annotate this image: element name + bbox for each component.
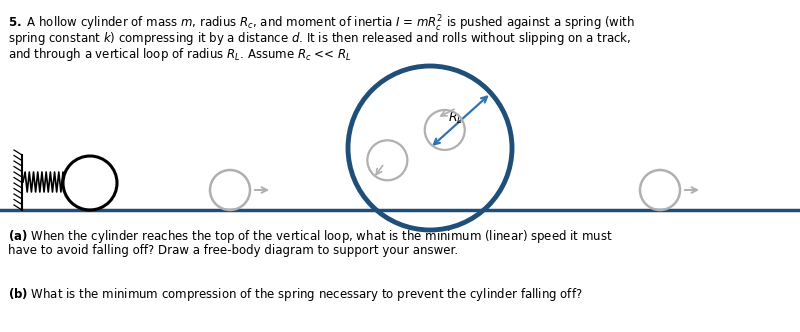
Text: and through a vertical loop of radius $R_L$. Assume $R_c$ << $R_L$: and through a vertical loop of radius $R… bbox=[8, 46, 352, 63]
Text: spring constant $k$) compressing it by a distance $d$. It is then released and r: spring constant $k$) compressing it by a… bbox=[8, 30, 631, 47]
Text: $\mathbf{(a)}$ When the cylinder reaches the top of the vertical loop, what is t: $\mathbf{(a)}$ When the cylinder reaches… bbox=[8, 228, 613, 245]
Text: $R_L$: $R_L$ bbox=[448, 111, 463, 125]
Text: $\mathbf{5.}$ A hollow cylinder of mass $m$, radius $R_c$, and moment of inertia: $\mathbf{5.}$ A hollow cylinder of mass … bbox=[8, 14, 635, 34]
Text: have to avoid falling off? Draw a free-body diagram to support your answer.: have to avoid falling off? Draw a free-b… bbox=[8, 244, 458, 257]
Text: $\mathbf{(b)}$ What is the minimum compression of the spring necessary to preven: $\mathbf{(b)}$ What is the minimum compr… bbox=[8, 286, 582, 303]
